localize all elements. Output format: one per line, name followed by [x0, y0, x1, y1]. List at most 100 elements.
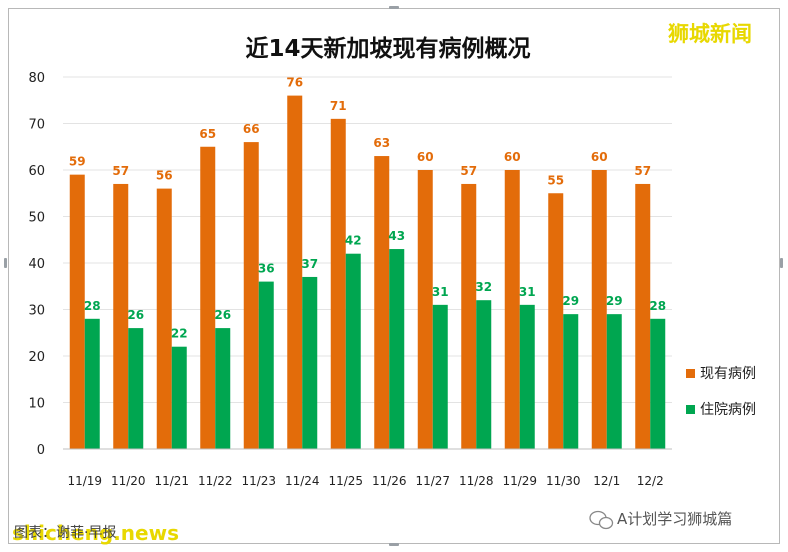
- x-tick-label: 12/1: [593, 474, 620, 488]
- y-tick-label: 60: [28, 164, 45, 179]
- bar-hospitalised-cases: [84, 318, 100, 449]
- data-label: 63: [373, 136, 390, 150]
- x-tick-label: 11/19: [67, 474, 102, 488]
- legend-swatch: [686, 405, 695, 414]
- y-tick-label: 20: [28, 350, 45, 365]
- bar-hospitalised-cases: [519, 304, 535, 449]
- bar-current-cases: [69, 174, 85, 449]
- x-tick-label: 11/20: [111, 474, 146, 488]
- bar-current-cases: [156, 188, 172, 449]
- y-axis-ticks: 0 10 20 30 40 50 60 70 80: [28, 71, 45, 458]
- gridlines: [63, 76, 672, 403]
- watermark-top: 狮城新闻: [668, 22, 752, 46]
- data-label: 60: [417, 150, 434, 164]
- bar-hospitalised-cases: [215, 328, 231, 449]
- data-label: 71: [330, 99, 347, 113]
- bar-current-cases: [243, 142, 259, 449]
- bar-hospitalised-cases: [476, 300, 492, 449]
- bar-hospitalised-cases: [345, 253, 361, 449]
- data-label: 55: [547, 173, 564, 187]
- data-label: 57: [634, 164, 651, 178]
- data-label: 60: [591, 150, 608, 164]
- y-tick-label: 10: [28, 397, 45, 412]
- bar-current-cases: [113, 183, 129, 449]
- bar-hospitalised-cases: [650, 318, 666, 449]
- bar-hospitalised-cases: [128, 328, 144, 449]
- y-tick-label: 80: [28, 71, 45, 86]
- bar-current-cases: [635, 183, 651, 449]
- y-tick-label: 70: [28, 118, 45, 133]
- data-label: 59: [69, 155, 86, 169]
- data-label: 36: [258, 262, 275, 276]
- data-label: 56: [156, 169, 173, 183]
- wechat-account-text: A计划学习狮城篇: [617, 510, 732, 528]
- bar-current-cases: [417, 170, 433, 449]
- data-label: 26: [127, 308, 144, 322]
- data-label: 31: [519, 285, 536, 299]
- data-label: 32: [475, 280, 492, 294]
- data-label: 26: [214, 308, 231, 322]
- bar-hospitalised-cases: [563, 314, 579, 449]
- bar-hospitalised-cases: [432, 304, 448, 449]
- resize-handle-top[interactable]: [389, 6, 399, 9]
- bar-hospitalised-cases: [171, 346, 187, 449]
- x-tick-label: 11/30: [546, 474, 581, 488]
- x-tick-label: 11/22: [198, 474, 233, 488]
- bar-hospitalised-cases: [302, 276, 318, 449]
- resize-handle-bottom[interactable]: [389, 543, 399, 546]
- x-tick-label: 11/26: [372, 474, 407, 488]
- data-label: 37: [301, 257, 318, 271]
- bar-current-cases: [591, 170, 607, 449]
- bar-current-cases: [330, 118, 346, 449]
- data-label: 57: [112, 164, 129, 178]
- data-label: 29: [606, 294, 623, 308]
- footer-source: 图表：谢菲·早报: [14, 525, 116, 541]
- data-label: 42: [345, 234, 362, 248]
- legend-label: 住院病例: [700, 402, 756, 418]
- resize-handle-left[interactable]: [4, 258, 7, 268]
- bar-current-cases: [287, 95, 303, 449]
- data-label: 28: [84, 299, 101, 313]
- data-label: 28: [649, 299, 666, 313]
- x-tick-label: 11/29: [502, 474, 537, 488]
- x-tick-label: 11/24: [285, 474, 320, 488]
- x-tick-label: 11/27: [415, 474, 450, 488]
- y-tick-label: 50: [28, 211, 45, 226]
- data-label: 31: [432, 285, 449, 299]
- chart-title: 近14天新加坡现有病例概况: [245, 35, 530, 62]
- data-label: 65: [199, 127, 216, 141]
- legend-label: 现有病例: [700, 366, 756, 382]
- x-axis-ticks: 11/19 11/20 11/21 11/22 11/23 11/24 11/25 11/26…: [67, 474, 663, 488]
- data-label: 60: [504, 150, 521, 164]
- bar-current-cases: [504, 170, 520, 449]
- y-tick-label: 0: [37, 443, 45, 458]
- bars: [69, 95, 666, 450]
- data-label: 43: [388, 229, 405, 243]
- data-label: 76: [286, 76, 303, 90]
- x-tick-label: 12/2: [637, 474, 664, 488]
- bar-hospitalised-cases: [389, 249, 405, 449]
- bar-hospitalised-cases: [258, 281, 274, 449]
- data-label: 66: [243, 122, 260, 136]
- bar-current-cases: [461, 183, 477, 449]
- wechat-icon: [589, 510, 614, 530]
- x-tick-label: 11/25: [328, 474, 363, 488]
- data-label: 22: [171, 327, 188, 341]
- bar-hospitalised-cases: [606, 314, 622, 449]
- x-tick-label: 11/23: [241, 474, 276, 488]
- resize-handle-right[interactable]: [780, 258, 783, 268]
- y-tick-label: 40: [28, 257, 45, 272]
- y-tick-label: 30: [28, 304, 45, 319]
- x-tick-label: 11/28: [459, 474, 494, 488]
- data-label: 57: [460, 164, 477, 178]
- legend-swatch: [686, 369, 695, 378]
- data-label: 29: [562, 294, 579, 308]
- watermark-bottom-left: shicheng.news: [12, 521, 179, 545]
- bar-current-cases: [200, 146, 216, 449]
- bar-current-cases: [548, 193, 564, 449]
- data-labels: 59 28 57 26 56 22 65 26 66 36 76 37 71 42 63 43 60 31 57 32…: [69, 76, 666, 341]
- x-tick-label: 11/21: [154, 474, 189, 488]
- bar-current-cases: [374, 156, 390, 450]
